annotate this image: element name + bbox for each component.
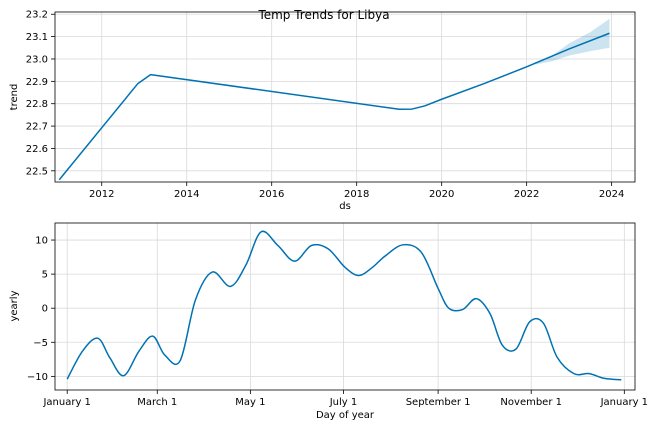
yearly-x-tick-label: July 1 — [329, 397, 358, 408]
yearly-x-tick-label: March 1 — [137, 397, 177, 408]
yearly-x-tick-label: May 1 — [235, 397, 265, 408]
trend-y-tick-label: 22.9 — [26, 77, 48, 88]
trend-y-tick-label: 23.2 — [26, 10, 48, 21]
yearly-line — [66, 230, 622, 381]
trend-y-ticks: 22.5 22.6 22.7 22.8 22.9 23.0 23.1 23.2 — [26, 10, 55, 177]
trend-x-tick-label: 2020 — [429, 189, 454, 200]
trend-y-tick-label: 22.8 — [26, 99, 48, 110]
yearly-x-tick-label: September 1 — [406, 397, 471, 408]
yearly-x-axis-label: Day of year — [316, 410, 375, 421]
trend-x-tick-label: 2012 — [89, 189, 114, 200]
trend-x-tick-label: 2016 — [259, 189, 284, 200]
yearly-x-tick-label: November 1 — [500, 397, 562, 408]
yearly-y-tick-label: −10 — [27, 372, 48, 383]
trend-band-area — [535, 18, 610, 65]
yearly-y-tick-label: −5 — [33, 338, 48, 349]
yearly-grid — [55, 223, 635, 390]
yearly-series — [66, 230, 622, 381]
trend-y-tick-label: 23.1 — [26, 32, 48, 43]
trend-axes-frame — [54, 11, 636, 183]
yearly-axes-frame — [54, 222, 636, 391]
yearly-y-tick-label: 10 — [35, 236, 48, 247]
trend-x-ticks: 2012 2014 2016 2018 2020 2022 2024 — [89, 182, 624, 200]
trend-y-tick-label: 22.5 — [26, 166, 48, 177]
trend-y-tick-label: 22.6 — [26, 144, 48, 155]
trend-line — [58, 32, 610, 181]
trend-uncertainty-band — [535, 18, 610, 65]
trend-y-tick-label: 23.0 — [26, 54, 48, 65]
trend-grid — [55, 12, 635, 182]
yearly-x-tick-label: January 1 — [600, 397, 648, 408]
yearly-y-tick-label: 0 — [42, 304, 48, 315]
trend-y-tick-label: 22.7 — [26, 122, 48, 133]
yearly-x-ticks: January 1 March 1 May 1 July 1 September 1 No… — [42, 390, 648, 408]
trend-x-tick-label: 2014 — [174, 189, 199, 200]
trend-x-axis-label: ds — [339, 201, 351, 212]
yearly-panel: January 1 March 1 May 1 July 1 September 1 No… — [9, 222, 648, 421]
yearly-y-axis-label: yearly — [9, 290, 20, 321]
trend-series — [58, 32, 610, 181]
trend-x-tick-label: 2018 — [344, 189, 369, 200]
trend-x-tick-label: 2024 — [599, 189, 624, 200]
yearly-y-tick-label: 5 — [42, 270, 48, 281]
trend-panel: 2012 2014 2016 2018 2020 2022 2024 22.522.622.… — [9, 10, 636, 212]
chart-title: Temp Trends for Libya — [257, 8, 389, 22]
trend-x-tick-label: 2022 — [514, 189, 539, 200]
yearly-y-ticks: −10 −5 0 5 10 — [27, 236, 55, 383]
trend-y-axis-label: trend — [9, 84, 20, 111]
yearly-x-tick-label: January 1 — [42, 397, 90, 408]
